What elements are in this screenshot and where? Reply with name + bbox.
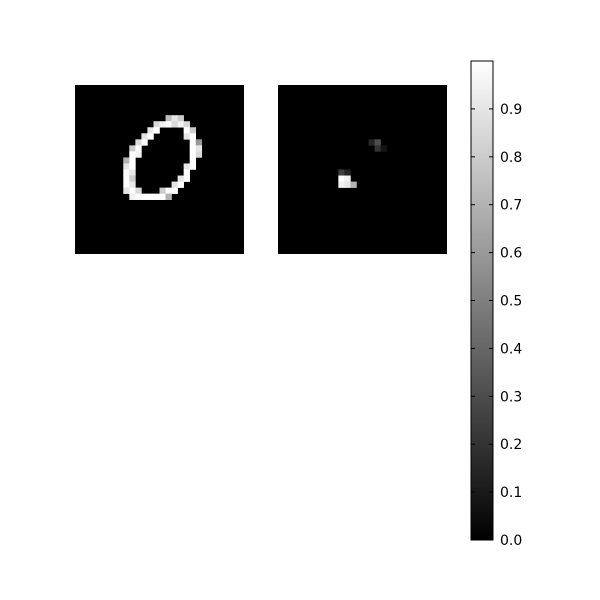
digit-image-heatmap (75, 85, 244, 254)
heatmap-cell (141, 139, 148, 146)
heatmap-cell (177, 121, 184, 128)
heatmap-cell (159, 121, 166, 128)
heatmap-cell (129, 181, 136, 188)
heatmap-cell (171, 115, 178, 122)
heatmap-cell (129, 157, 136, 164)
colorbar-tick-label: 0.0 (500, 533, 522, 549)
heatmap-cell (165, 187, 172, 194)
heatmap-cell (195, 139, 203, 146)
heatmap-cell (129, 163, 136, 170)
heatmap-cell (147, 133, 154, 140)
heatmap-cell (368, 139, 375, 146)
heatmap-cell (147, 193, 154, 200)
heatmap-cell (129, 151, 136, 158)
activation-map-heatmap (278, 85, 447, 254)
heatmap-cell (129, 175, 136, 182)
heatmap-cell (374, 139, 381, 146)
heatmap-cell (183, 121, 190, 128)
heatmap-cell (153, 121, 160, 128)
heatmap-cell (183, 163, 190, 170)
heatmap-cell (183, 169, 190, 176)
heatmap-cell (135, 193, 142, 200)
heatmap-cell (123, 187, 130, 194)
heatmap-cell (123, 175, 130, 182)
heatmap-cell (183, 175, 190, 182)
colorbar-tick-label: 0.6 (500, 246, 522, 262)
heatmap-cell (344, 175, 351, 182)
heatmap-cell (183, 133, 190, 140)
heatmap-background (278, 85, 447, 254)
heatmap-cell (189, 139, 197, 146)
heatmap-cell (123, 157, 130, 164)
heatmap-cell (123, 163, 130, 170)
heatmap-cell (135, 139, 142, 146)
colorbar-tick-label: 0.5 (500, 294, 522, 310)
heatmap-cell (189, 145, 197, 152)
heatmap-cell (177, 181, 184, 188)
heatmap-cell (350, 181, 357, 188)
heatmap-cell (153, 127, 160, 134)
heatmap-cell (380, 145, 387, 152)
heatmap-cell (153, 193, 160, 200)
colorbar-tick-label: 0.7 (500, 198, 522, 214)
heatmap-cell (141, 193, 148, 200)
heatmap-cell (165, 121, 172, 128)
heatmap-cell (189, 127, 197, 134)
heatmap-cell (189, 133, 197, 140)
heatmap-cell (129, 145, 136, 152)
heatmap-cell (135, 151, 142, 158)
colorbar: 0.0 0.1 0.2 0.3 0.4 0.5 0.6 0.7 0.8 0.9 (470, 60, 522, 549)
colorbar-tick-label: 0.2 (500, 437, 522, 453)
heatmap-cell (171, 121, 178, 128)
heatmap-cell (165, 193, 172, 200)
colorbar-tick-label: 0.4 (500, 341, 522, 357)
heatmap-background (75, 85, 244, 254)
colorbar-tick-label: 0.9 (500, 102, 522, 118)
heatmap-cell (183, 127, 190, 134)
heatmap-cell (177, 115, 184, 122)
heatmap-cell (189, 151, 197, 158)
heatmap-cell (159, 193, 166, 200)
heatmap-cell (129, 187, 136, 194)
colorbar-tick-label: 0.3 (500, 389, 522, 405)
heatmap-cell (171, 181, 178, 188)
colorbar-tick-label: 0.1 (500, 485, 522, 501)
heatmap-cell (141, 133, 148, 140)
heatmap-cell (189, 163, 197, 170)
heatmap-cell (147, 127, 154, 134)
heatmap-cell (189, 157, 197, 164)
heatmap-cell (338, 169, 345, 176)
heatmap-cell (171, 187, 178, 194)
heatmap-cell (195, 145, 203, 152)
heatmap-cell (195, 151, 203, 158)
heatmap-cell (123, 169, 130, 176)
heatmap-cell (129, 169, 136, 176)
heatmap-cell (344, 181, 351, 188)
heatmap-cell (135, 145, 142, 152)
heatmap-cell (159, 187, 166, 194)
heatmap-cell (344, 169, 351, 176)
heatmap-cell (177, 175, 184, 182)
colorbar-tick-label: 0.8 (500, 150, 522, 166)
heatmap-cell (123, 181, 130, 188)
heatmap-cell (338, 175, 345, 182)
heatmap-cell (129, 193, 136, 200)
heatmap-cell (135, 187, 142, 194)
heatmap-cell (374, 145, 381, 152)
heatmap-cell (165, 115, 172, 122)
colorbar-gradient (471, 61, 493, 540)
heatmap-cell (338, 181, 345, 188)
